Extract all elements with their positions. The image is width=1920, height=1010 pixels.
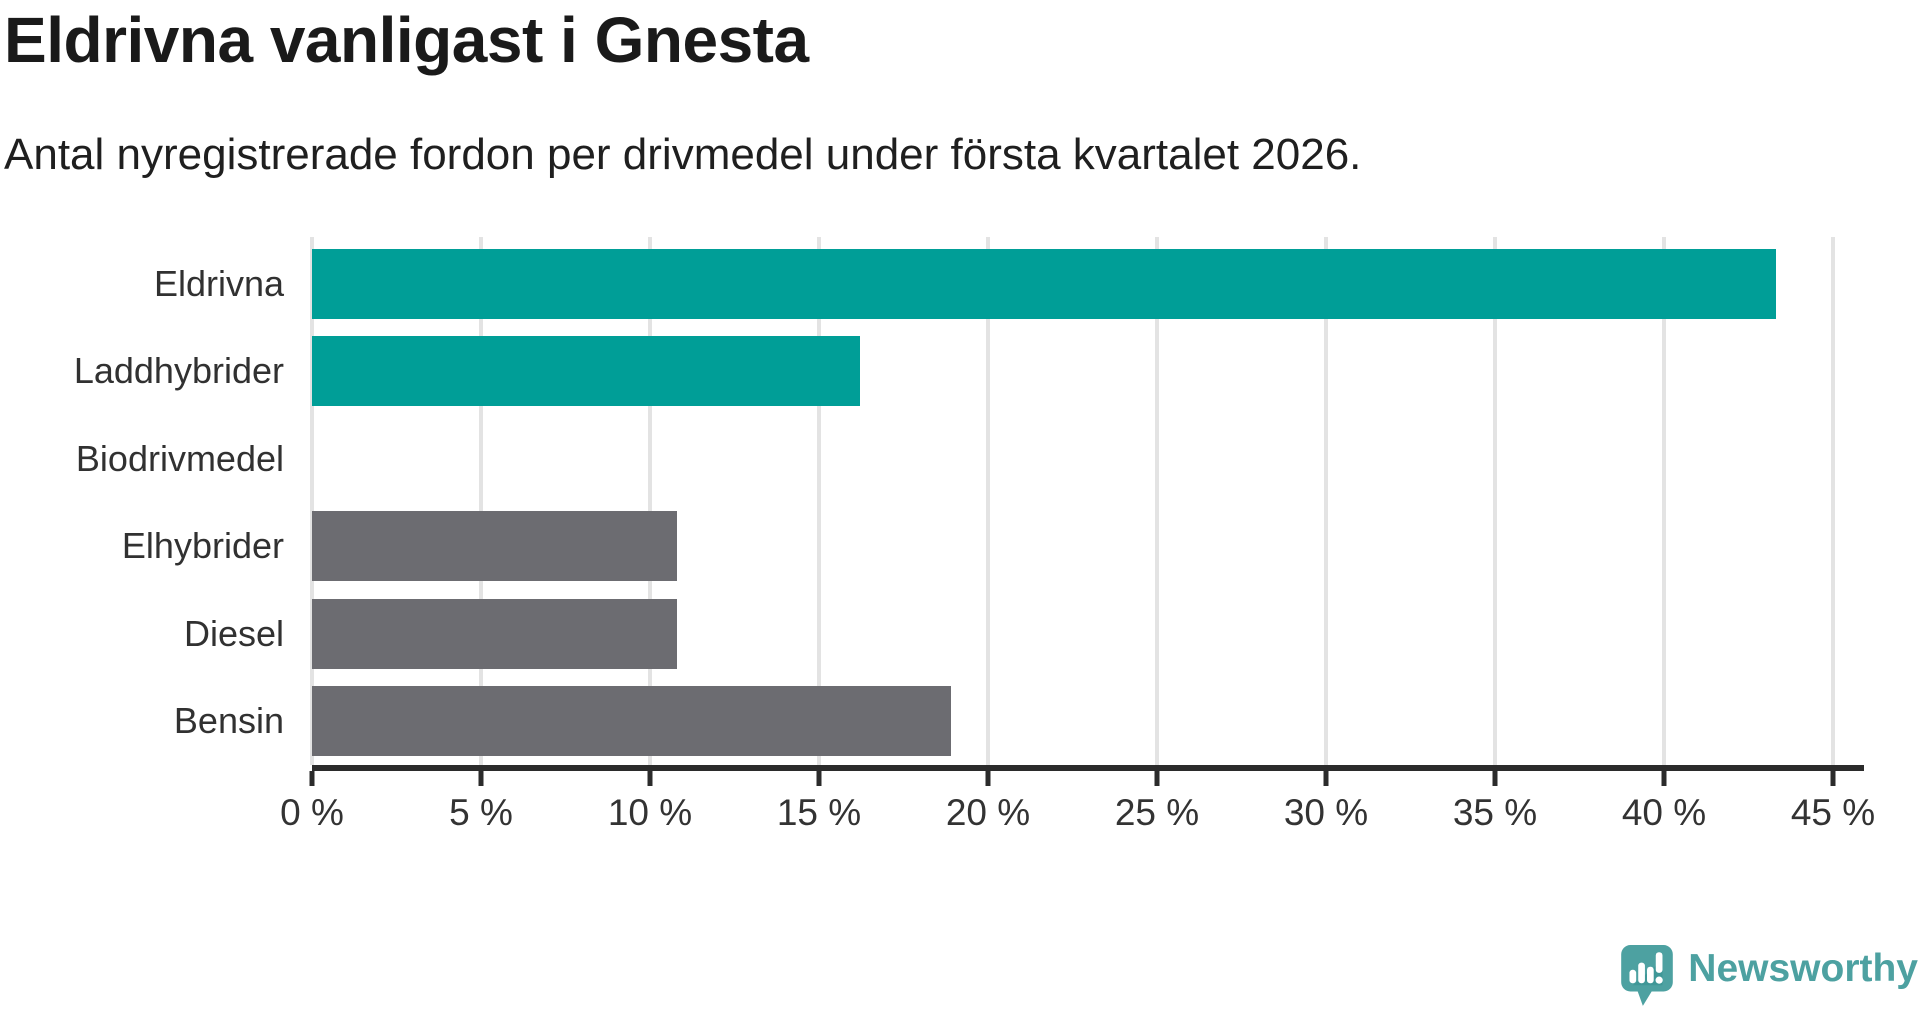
x-axis-tick: [1323, 771, 1329, 786]
gridline: [1493, 237, 1497, 765]
bar-elhybrider: [312, 511, 678, 582]
bar-row: [312, 248, 1776, 319]
bar-laddhybrider: [312, 336, 860, 407]
x-axis-tick: [1661, 771, 1667, 786]
gridline: [648, 237, 652, 765]
x-axis-tick: [647, 771, 653, 786]
x-axis-tick: [985, 771, 991, 786]
gridline: [1831, 237, 1835, 765]
newsworthy-logo-icon: [1621, 945, 1674, 1006]
bar-bensin: [312, 686, 951, 757]
gridline: [817, 237, 821, 765]
category-label: Eldrivna: [153, 262, 284, 304]
x-axis-tick-label: 40 %: [1621, 792, 1707, 833]
category-axis-labels: Eldrivna Laddhybrider Biodrivmedel Elhybrid…: [0, 240, 284, 765]
bar-row: [312, 598, 678, 669]
bar-row: [312, 336, 860, 407]
x-axis-tick-label: 30 %: [1283, 792, 1369, 833]
x-axis-tick-label: 25 %: [1114, 792, 1200, 833]
x-axis-tick-label: 0 %: [280, 792, 344, 833]
bar-eldrivna: [312, 248, 1776, 319]
category-label: Elhybrider: [121, 525, 284, 567]
bar-diesel: [312, 598, 678, 669]
gridline: [986, 237, 990, 765]
gridline: [1324, 237, 1328, 765]
x-axis-tick-label: 35 %: [1452, 792, 1538, 833]
x-axis-tick-label: 5 %: [449, 792, 513, 833]
chart-subtitle: Antal nyregistrerade fordon per drivmede…: [4, 130, 1362, 179]
x-axis-tick-label: 20 %: [945, 792, 1031, 833]
category-label: Biodrivmedel: [75, 437, 284, 479]
x-axis-tick-label: 45 %: [1790, 792, 1876, 833]
x-axis-tick-label: 10 %: [607, 792, 693, 833]
plot-area: [310, 237, 1862, 765]
plot-inner: [310, 237, 1835, 765]
gridline: [479, 237, 483, 765]
x-axis-tick: [1830, 771, 1836, 786]
category-label: Diesel: [183, 612, 284, 654]
newsworthy-wordmark: Newsworthy: [1688, 947, 1918, 990]
category-label: Bensin: [173, 700, 284, 742]
x-axis-tick: [478, 771, 484, 786]
newsworthy-branding: Newsworthy: [1620, 944, 1918, 1008]
bar-row: [312, 686, 951, 757]
gridline: [1662, 237, 1666, 765]
x-axis-tick: [309, 771, 315, 786]
bar-row: [312, 511, 678, 582]
x-axis-tick: [1154, 771, 1160, 786]
x-axis-tick: [816, 771, 822, 786]
gridline: [1155, 237, 1159, 765]
gridline: [310, 237, 314, 765]
x-axis-tick-label: 15 %: [776, 792, 862, 833]
x-axis-tick: [1492, 771, 1498, 786]
category-label: Laddhybrider: [73, 350, 284, 392]
chart-title: Eldrivna vanligast i Gnesta: [4, 4, 809, 76]
x-axis-line: [312, 765, 1864, 771]
